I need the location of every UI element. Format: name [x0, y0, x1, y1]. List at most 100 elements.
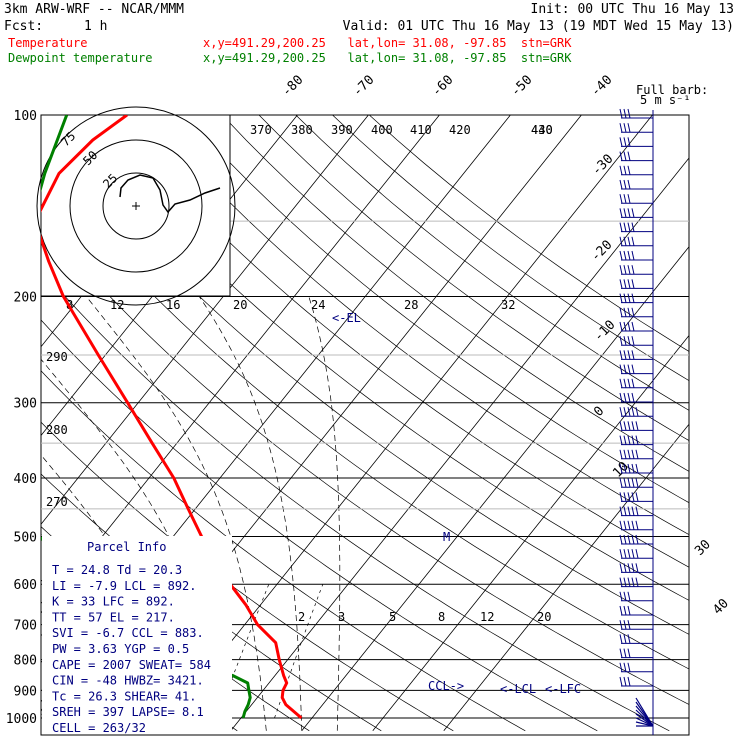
parcel-info-row: LI = -7.9 LCL = 892. [52, 579, 197, 593]
wind-barb [619, 392, 653, 403]
wind-barb-flag [623, 620, 627, 630]
theta-left-label: 280 [46, 423, 68, 437]
ccl-label: CCL-> [428, 679, 464, 693]
wind-barb-flag [623, 506, 627, 516]
annotations: <-EL M CCL-> <-LCL <-LFC [332, 311, 581, 696]
wind-barb-flag [635, 563, 639, 573]
dewpoint-location: x,y=491.29,200.25 lat,lon= 31.08, -97.85… [203, 51, 572, 65]
wind-barb-flag [623, 307, 627, 317]
wind-barb [619, 563, 653, 573]
wind-barb-flag [623, 534, 627, 545]
wind-barb [619, 662, 653, 673]
wind-barb-flag [635, 520, 639, 530]
wind-barb-flag [619, 549, 623, 559]
wind-barb-flag [627, 137, 631, 147]
mixing-ratio-line [216, 584, 270, 719]
wind-barb-flag [631, 449, 635, 459]
wind-barb-flag [627, 364, 631, 374]
isotherm-label: -50 [508, 73, 535, 100]
dry-adiabat-line [222, 115, 689, 472]
wind-barb-flag [619, 676, 623, 687]
theta-label: 430 [531, 123, 553, 137]
wind-barb-flag [623, 378, 627, 388]
wind-barb [619, 151, 653, 162]
wind-barb [619, 293, 653, 304]
wind-barb-flag [623, 407, 627, 417]
wind-barb [619, 378, 653, 389]
dry-adiabat-line [41, 319, 598, 732]
wind-barb-flag [623, 108, 627, 119]
isotherm-label: 40 [710, 596, 732, 618]
wind-barb-flag [619, 449, 623, 459]
el-label: <-EL [332, 311, 361, 325]
wind-barb-flag [627, 179, 631, 190]
parcel-info-row: SVI = -6.7 CCL = 883. [52, 626, 204, 640]
wind-barb-flag [631, 222, 635, 232]
wind-barb-flag [631, 407, 635, 417]
pressure-tick-label: 600 [14, 578, 37, 593]
wind-barb [619, 407, 653, 417]
hodo-center-marker [132, 202, 140, 210]
wind-barb-flag [619, 435, 623, 445]
wind-barb-flag [623, 208, 627, 218]
wind-barb-flag [619, 478, 623, 488]
wind-barb-flag [627, 350, 631, 360]
wind-barb-flag [619, 492, 623, 502]
mixing-ratio-label: 12 [480, 610, 494, 624]
wind-barb [619, 279, 653, 289]
pressure-tick-label: 100 [14, 109, 37, 124]
isotherm-line [230, 157, 689, 732]
wind-barb [635, 713, 654, 727]
wind-barb-flag [635, 506, 639, 516]
wind-barb-flag [623, 350, 627, 360]
wind-barb [619, 620, 653, 630]
lfc-label: <-LFC [545, 682, 581, 696]
wind-barb [619, 123, 653, 133]
isotherm-label: -20 [588, 238, 615, 265]
wind-barb-flag [619, 605, 623, 616]
dry-adiabat-line [295, 115, 689, 411]
wind-barb-flag [627, 392, 631, 403]
pressure-tick-label: 1000 [6, 712, 37, 727]
wind-barb-flag [623, 236, 627, 246]
wind-barb-flag [631, 279, 635, 289]
wind-barb-flag [619, 108, 623, 119]
wind-barb-flag [619, 307, 623, 317]
isotherm-label: -80 [279, 73, 306, 100]
wind-barb-flag [623, 634, 627, 644]
isotherm-line [443, 423, 689, 732]
wind-barb-flag [627, 549, 631, 559]
parcel-info-row: CELL = 263/32 [52, 721, 146, 735]
hodo-speed-label: 24 [311, 298, 325, 312]
wind-barb-flag [635, 577, 639, 587]
wind-barb-flag [635, 407, 639, 417]
lcl-label: <-LCL [500, 682, 536, 696]
wind-barb [619, 605, 653, 616]
dry-adiabat-line [41, 268, 670, 732]
wind-barb [619, 194, 653, 204]
dry-adiabat-line [258, 115, 689, 441]
wind-barb-flag [619, 236, 623, 246]
wind-barb-flag [627, 463, 631, 474]
wind-barb-flag [635, 421, 639, 431]
wind-barb [619, 435, 653, 446]
wind-barb-flag [623, 435, 627, 445]
mixing-ratio-label: 3 [338, 610, 345, 624]
wind-barb-flag [619, 392, 623, 403]
wind-barb [619, 421, 653, 431]
temp-legend: Temperature [8, 36, 87, 50]
wind-barb-flag [619, 293, 623, 303]
hodo-speed-label: 28 [404, 298, 418, 312]
wind-barb-flag [619, 321, 623, 332]
wind-barb [619, 236, 653, 247]
model-title: 3km ARW-WRF -- NCAR/MMM [4, 2, 184, 17]
wind-barb-flag [619, 378, 623, 388]
wind-barb-flag [623, 137, 627, 147]
wind-barb-flag [619, 279, 623, 289]
mixing-ratio-label: 5 [389, 610, 396, 624]
wind-barb-flag [619, 662, 623, 672]
wind-barb-staff [635, 721, 654, 727]
wind-barb-flag [627, 449, 631, 459]
wind-barb [619, 307, 653, 318]
